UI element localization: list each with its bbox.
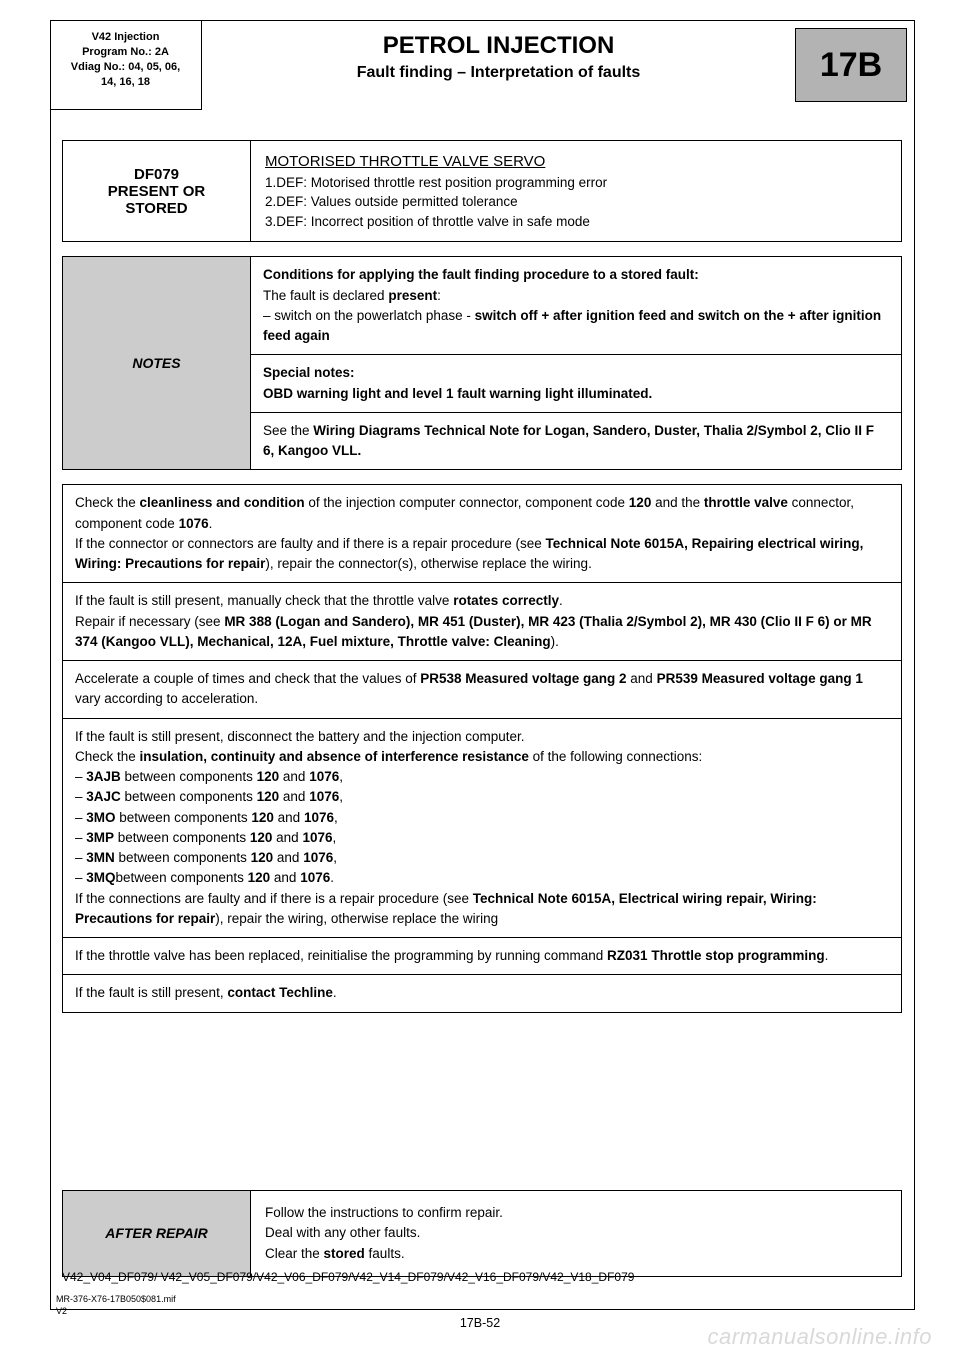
- section-badge: 17B: [795, 28, 907, 102]
- step-3: Accelerate a couple of times and check t…: [63, 661, 902, 719]
- fault-code-l2: PRESENT OR: [71, 183, 242, 200]
- footer-doc-code: MR-376-X76-17B050$081.mif V2: [56, 1294, 176, 1317]
- step-2: If the fault is still present, manually …: [63, 583, 902, 661]
- content-area: DF079 PRESENT OR STORED MOTORISED THROTT…: [62, 140, 902, 1013]
- fault-code-l1: DF079: [71, 166, 242, 183]
- reference-codes: V42_V04_DF079/ V42_V05_DF079/V42_V06_DF0…: [62, 1270, 634, 1284]
- header-title-block: PETROL INJECTION Fault finding – Interpr…: [202, 20, 795, 110]
- after-l2: Deal with any other faults.: [265, 1225, 420, 1240]
- fault-desc-cell: MOTORISED THROTTLE VALVE SERVO 1.DEF: Mo…: [251, 141, 902, 242]
- fault-code-cell: DF079 PRESENT OR STORED: [63, 141, 251, 242]
- after-l3c: faults.: [365, 1246, 405, 1261]
- notes-label: NOTES: [63, 257, 251, 470]
- step-1: Check the cleanliness and condition of t…: [63, 485, 902, 583]
- after-repair-table: AFTER REPAIR Follow the instructions to …: [62, 1190, 902, 1277]
- fault-def-3: 3.DEF: Incorrect position of throttle va…: [265, 214, 590, 229]
- after-l3b: stored: [324, 1246, 365, 1261]
- notes-cond-present: present: [388, 288, 437, 303]
- page-subtitle: Fault finding – Interpretation of faults: [202, 64, 795, 82]
- notes-special-text: OBD warning light and level 1 fault warn…: [263, 386, 652, 401]
- fault-header-table: DF079 PRESENT OR STORED MOTORISED THROTT…: [62, 140, 902, 242]
- notes-row-conditions: Conditions for applying the fault findin…: [251, 257, 902, 355]
- fault-def-2: 2.DEF: Values outside permitted toleranc…: [265, 194, 518, 209]
- foot-l2: V2: [56, 1306, 67, 1316]
- after-l3a: Clear the: [265, 1246, 324, 1261]
- notes-table: NOTES Conditions for applying the fault …: [62, 256, 902, 470]
- notes-cond-text1: The fault is declared: [263, 288, 388, 303]
- after-repair-label: AFTER REPAIR: [63, 1191, 251, 1277]
- header-info-box: V42 Injection Program No.: 2A Vdiag No.:…: [50, 20, 202, 110]
- notes-cond-colon: :: [437, 288, 441, 303]
- foot-l1: MR-376-X76-17B050$081.mif: [56, 1294, 176, 1304]
- fault-title: MOTORISED THROTTLE VALVE SERVO: [265, 153, 545, 170]
- notes-cond-bullet: – switch on the powerlatch phase -: [263, 308, 475, 323]
- page-title: PETROL INJECTION: [202, 32, 795, 60]
- notes-row-special: Special notes: OBD warning light and lev…: [251, 355, 902, 413]
- notes-wiring-pre: See the: [263, 423, 313, 438]
- hdr-info-4: 14, 16, 18: [55, 75, 196, 90]
- step-5: If the throttle valve has been replaced,…: [63, 938, 902, 975]
- watermark: carmanualsonline.info: [707, 1324, 932, 1350]
- hdr-info-1: V42 Injection: [55, 30, 196, 45]
- step-6: If the fault is still present, contact T…: [63, 975, 902, 1012]
- fault-def-1: 1.DEF: Motorised throttle rest position …: [265, 175, 607, 190]
- notes-cond-title: Conditions for applying the fault findin…: [263, 267, 699, 282]
- step-4: If the fault is still present, disconnec…: [63, 718, 902, 938]
- page-header: V42 Injection Program No.: 2A Vdiag No.:…: [50, 20, 915, 110]
- after-l1: Follow the instructions to confirm repai…: [265, 1205, 503, 1220]
- notes-special-title: Special notes:: [263, 365, 355, 380]
- fault-code-l3: STORED: [71, 200, 242, 217]
- hdr-info-2: Program No.: 2A: [55, 45, 196, 60]
- notes-row-wiring: See the Wiring Diagrams Technical Note f…: [251, 412, 902, 470]
- hdr-info-3: Vdiag No.: 04, 05, 06,: [55, 60, 196, 75]
- after-repair-text: Follow the instructions to confirm repai…: [251, 1191, 902, 1277]
- procedure-table: Check the cleanliness and condition of t…: [62, 484, 902, 1012]
- notes-wiring-ref: Wiring Diagrams Technical Note for Logan…: [263, 423, 874, 458]
